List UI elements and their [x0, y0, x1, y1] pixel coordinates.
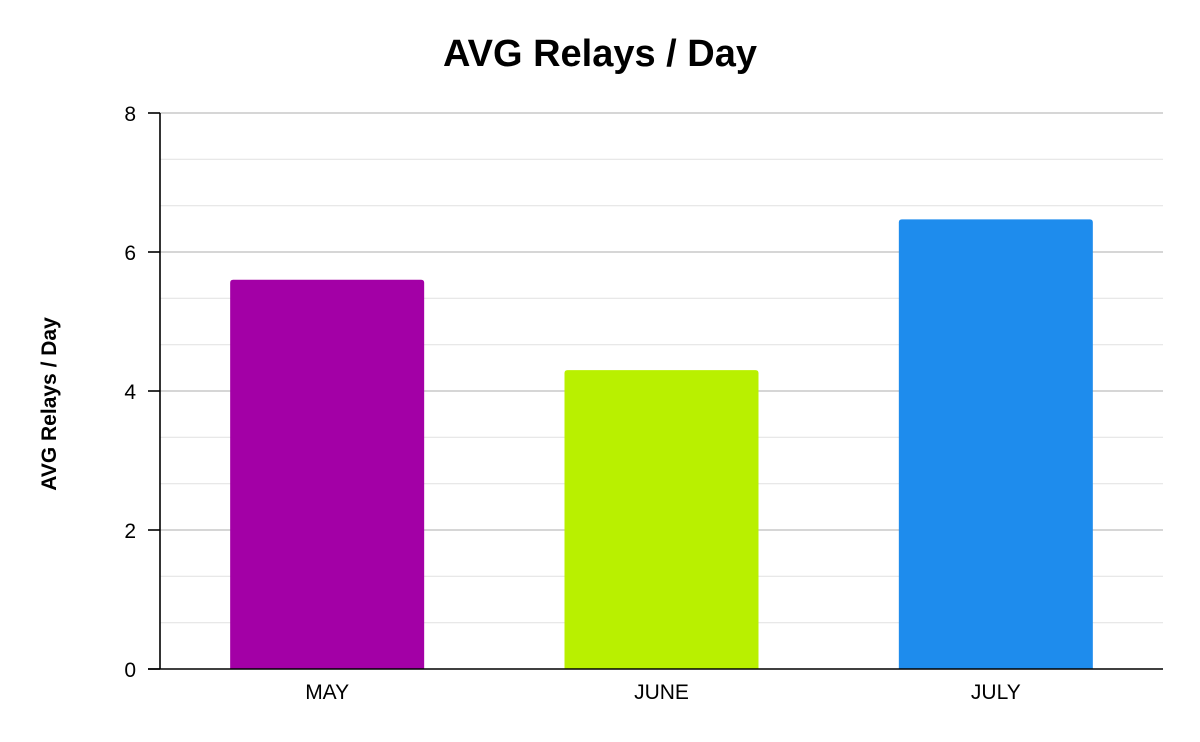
y-tick-label: 6 [124, 242, 136, 265]
tick-labels: 0 2 4 6 8 MAY JUNE JULY [124, 103, 1020, 704]
y-tick-label: 2 [124, 520, 136, 543]
bars [230, 219, 1093, 669]
y-axis-label: AVG Relays / Day [38, 317, 61, 491]
x-tick-label: JULY [971, 681, 1021, 704]
y-tick-label: 4 [124, 381, 136, 404]
bar-july [898, 219, 1093, 669]
x-tick-label: MAY [305, 681, 349, 704]
bar-may [230, 279, 425, 669]
chart-title: AVG Relays / Day [443, 33, 757, 75]
x-tick-label: JUNE [634, 681, 689, 704]
axes [148, 112, 1163, 670]
y-tick-label: 8 [124, 103, 136, 126]
y-tick-label: 0 [124, 659, 136, 682]
bar-june [564, 370, 759, 669]
